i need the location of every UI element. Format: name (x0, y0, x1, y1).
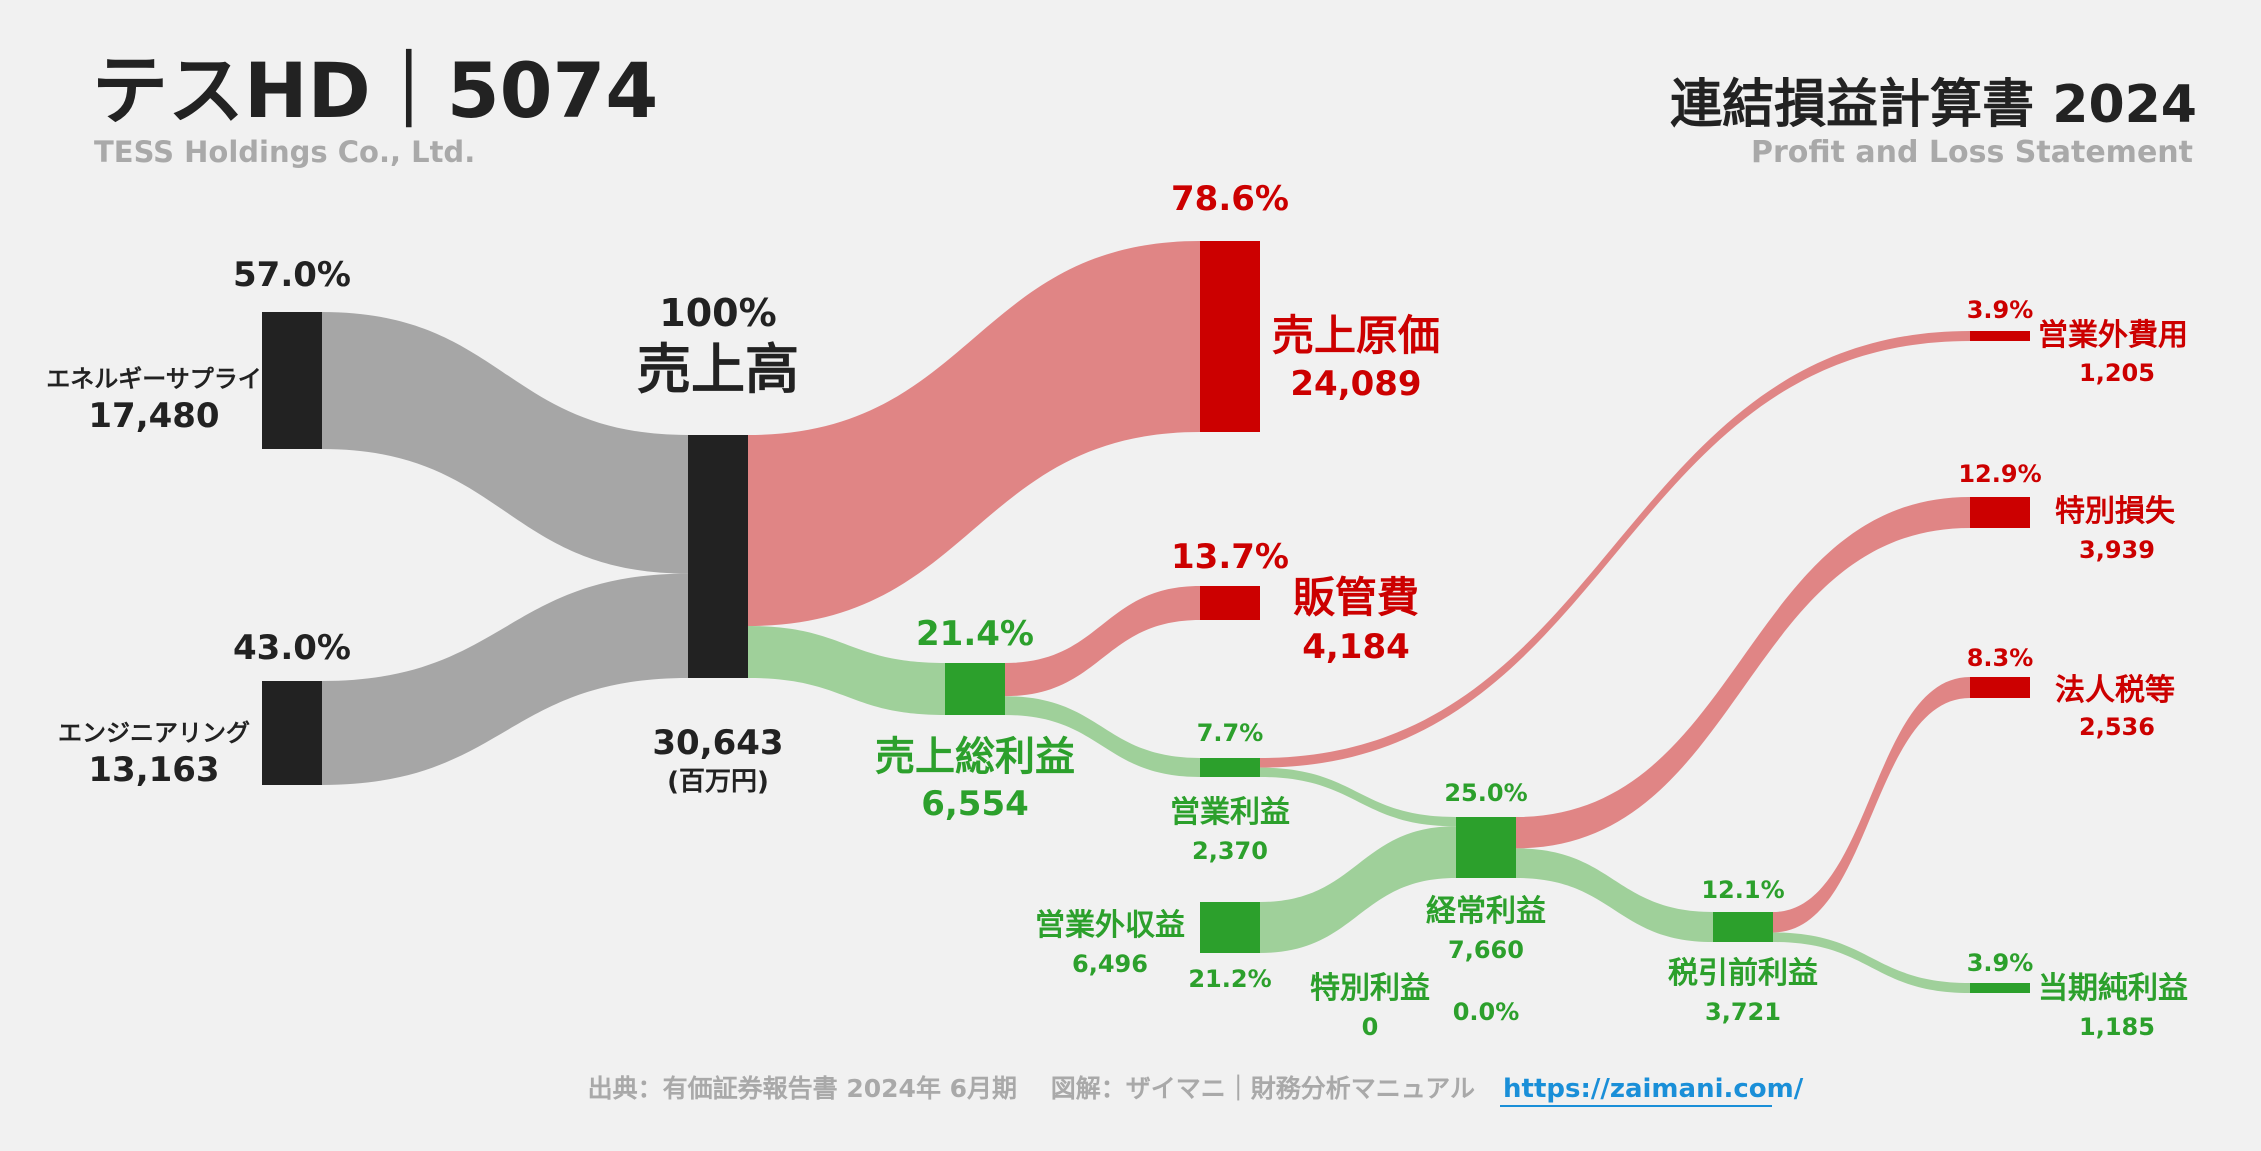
nodes (262, 241, 2030, 993)
pct-label-energy: 57.0% (233, 255, 351, 295)
value-label-nonop_exp: 1,205 (2079, 359, 2155, 387)
pct-label-ord: 25.0% (1444, 779, 1527, 807)
name-label-net: 当期純利益 (2038, 971, 2188, 1006)
pct-label-sga: 13.7% (1171, 537, 1289, 577)
pct-label-nonop_inc: 21.2% (1188, 965, 1271, 993)
value-label-eng: 13,163 (88, 750, 219, 790)
value-label-sales: 30,643 (652, 723, 783, 763)
name-label-eng: エンジニアリング (58, 719, 250, 747)
pct-label-sp_gain: 0.0% (1453, 998, 1520, 1026)
flow-gross-to-sga (1005, 586, 1200, 697)
name-label-sga: 販管費 (1293, 573, 1419, 622)
value-label-sga: 4,184 (1302, 627, 1410, 667)
company-title: テスHD｜5074 (92, 46, 658, 135)
value-label-ord: 7,660 (1448, 936, 1524, 964)
name-label-gross: 売上総利益 (875, 734, 1075, 780)
source-credit: 出典：有価証券報告書 2024年 6月期 図解：ザイマニ｜財務分析マニュアル (588, 1074, 1475, 1103)
name-label-nonop_exp: 営業外費用 (2038, 318, 2188, 353)
node-sales (688, 435, 748, 678)
value-label-sp_gain: 0 (1362, 1013, 1379, 1041)
value-label-op: 2,370 (1192, 837, 1268, 865)
value-label-energy: 17,480 (88, 396, 219, 436)
node-ord (1456, 817, 1516, 878)
name-label-sp_gain: 特別利益 (1310, 971, 1430, 1006)
flow-energy-to-sales (322, 312, 688, 574)
pct-label-op: 7.7% (1197, 719, 1264, 747)
name-label-op: 営業利益 (1170, 795, 1290, 830)
node-energy (262, 312, 322, 449)
node-sp_loss (1970, 497, 2030, 528)
value-label-sp_loss: 3,939 (2079, 536, 2155, 564)
node-eng (262, 681, 322, 785)
company-subtitle: TESS Holdings Co., Ltd. (94, 135, 475, 169)
flow-pretax-to-net (1773, 932, 1970, 993)
pct-label-cogs: 78.6% (1171, 179, 1289, 219)
name-label-tax: 法人税等 (2055, 673, 2175, 708)
value-label-nonop_inc: 6,496 (1072, 950, 1148, 978)
flow-ord-to-pretax (1516, 848, 1713, 942)
node-cogs (1200, 241, 1260, 432)
flow-nonop_inc-to-ord (1260, 826, 1456, 953)
flow-op-to-ord (1260, 767, 1456, 827)
name-label-energy: エネルギーサプライ (46, 365, 262, 393)
flows (322, 241, 1970, 993)
pct-label-sp_loss: 12.9% (1958, 460, 2041, 488)
flow-gross-to-op (1005, 696, 1200, 777)
value-label-net: 1,185 (2079, 1013, 2155, 1041)
statement-title: 連結損益計算書 2024 (1670, 75, 2197, 135)
pct-label-gross: 21.4% (916, 614, 1034, 654)
value-label-gross: 6,554 (921, 784, 1029, 824)
flow-op-to-nonop_exp (1260, 331, 1970, 768)
name-label-cogs: 売上原価 (1272, 311, 1440, 360)
source-link[interactable]: https://zaimani.com/ (1503, 1074, 1804, 1104)
pct-label-pretax: 12.1% (1701, 876, 1784, 904)
flow-ord-to-sp_loss (1516, 497, 1970, 849)
value-label-tax: 2,536 (2079, 713, 2155, 741)
node-gross (945, 663, 1005, 715)
pct-label-net: 3.9% (1967, 949, 2034, 977)
node-nonop_inc (1200, 902, 1260, 953)
name-label-ord: 経常利益 (1426, 894, 1546, 929)
node-net (1970, 983, 2030, 993)
node-tax (1970, 677, 2030, 698)
labels: 57.0% エネルギーサプライ 17,480 43.0% エンジニアリング 13,163 1… (46, 179, 2188, 1041)
pct-label-tax: 8.3% (1967, 644, 2034, 672)
name-label-sp_loss: 特別損失 (2055, 494, 2176, 529)
node-pretax (1713, 912, 1773, 942)
unit-label: (百万円) (667, 767, 769, 797)
node-nonop_exp (1970, 331, 2030, 341)
flow-pretax-to-tax (1773, 677, 1970, 933)
name-label-sales: 売上高 (637, 338, 799, 401)
node-sga (1200, 586, 1260, 620)
value-label-pretax: 3,721 (1705, 998, 1781, 1026)
node-op (1200, 758, 1260, 777)
flow-sales-to-gross (748, 626, 945, 715)
value-label-cogs: 24,089 (1290, 364, 1421, 404)
pct-label-eng: 43.0% (233, 628, 351, 668)
statement-subtitle: Profit and Loss Statement (1751, 135, 2193, 170)
name-label-nonop_inc: 営業外収益 (1035, 908, 1185, 943)
name-label-pretax: 税引前利益 (1668, 956, 1818, 991)
pct-label-nonop_exp: 3.9% (1967, 296, 2034, 324)
flow-eng-to-sales (322, 573, 688, 785)
flow-sales-to-cogs (748, 241, 1200, 627)
pct-label-sales: 100% (659, 291, 776, 335)
